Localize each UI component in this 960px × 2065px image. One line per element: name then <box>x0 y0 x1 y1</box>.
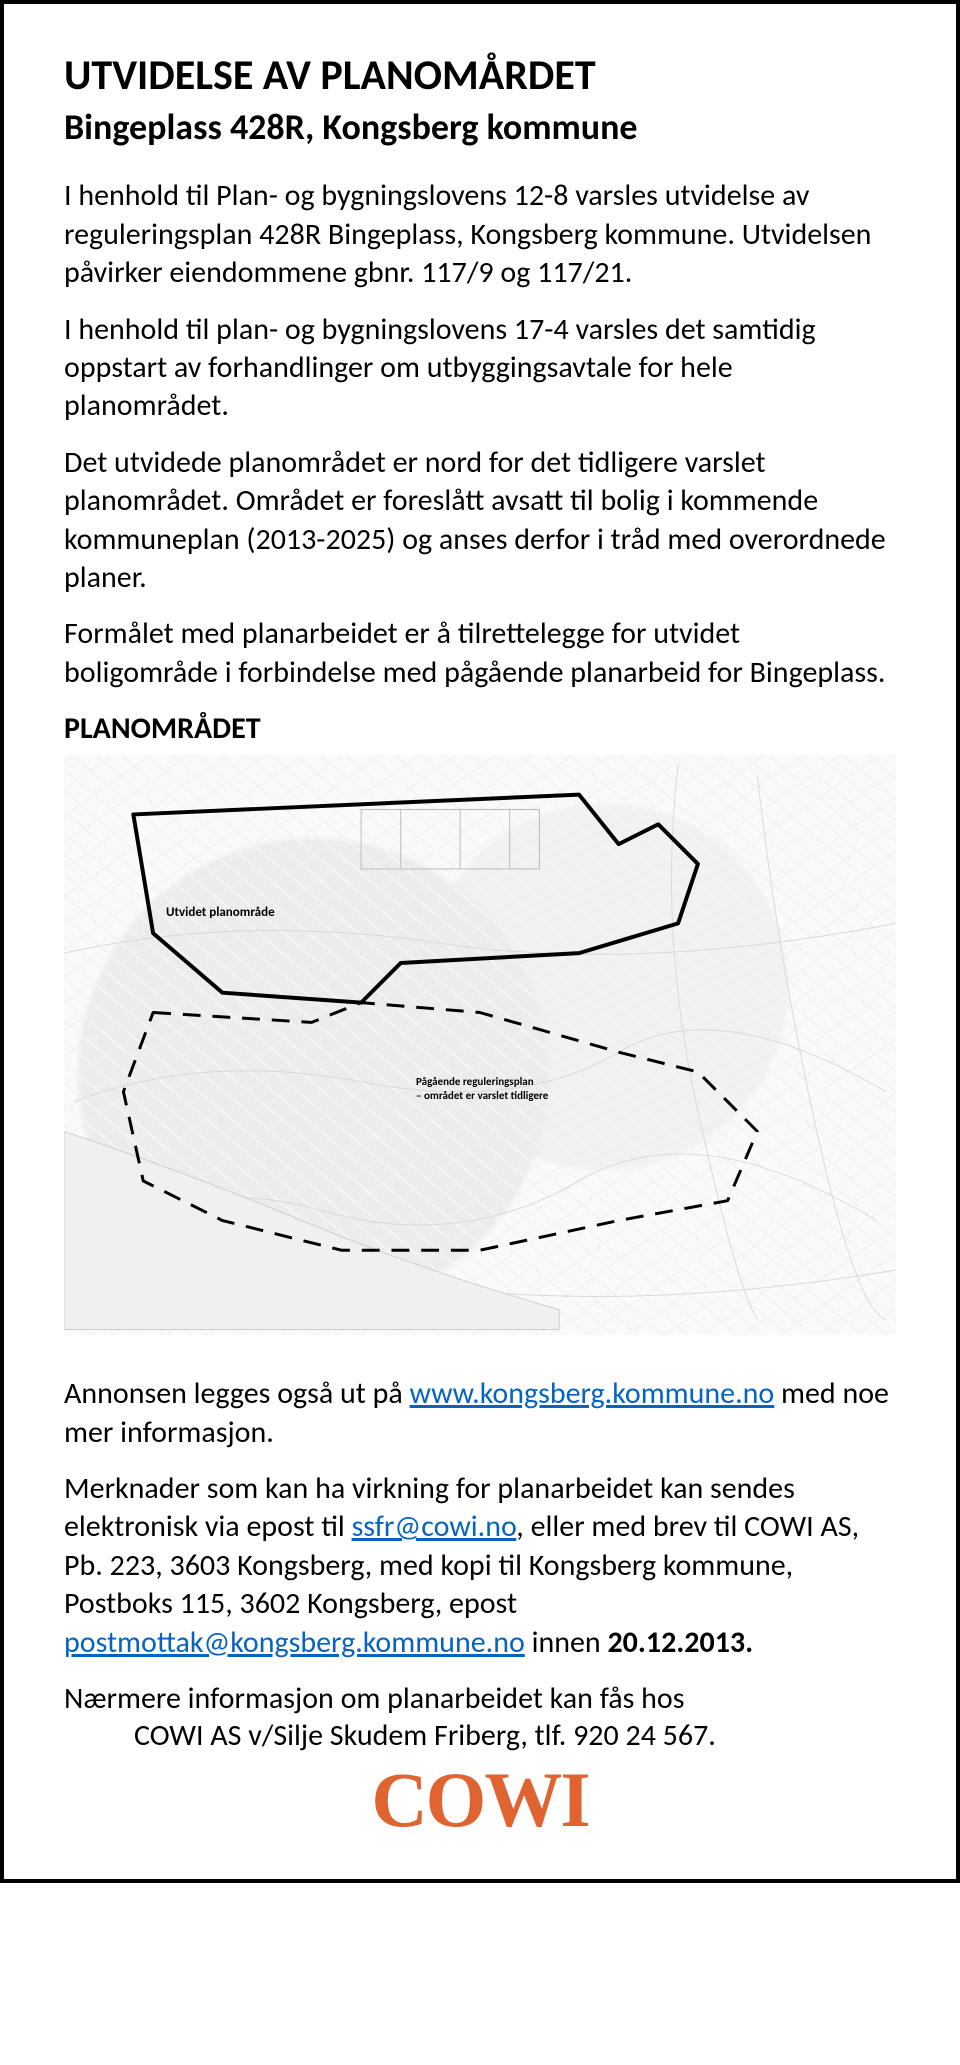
body-text: I henhold til Plan- og bygningslovens 12… <box>64 177 896 692</box>
annonse-paragraph: Annonsen legges også ut på www.kongsberg… <box>64 1375 896 1452</box>
contact-line: COWI AS v/Silje Skudem Friberg, tlf. 920… <box>64 1717 896 1755</box>
page-subtitle: Bingeplass 428R, Kongsberg kommune <box>64 106 896 149</box>
merknader-paragraph: Merknader som kan ha virkning for planar… <box>64 1470 896 1662</box>
paragraph-1: I henhold til Plan- og bygningslovens 12… <box>64 177 896 292</box>
naermere-line: Nærmere informasjon om planarbeidet kan … <box>64 1680 896 1718</box>
map-image: Utvidet planområde Pågående reguleringsp… <box>64 755 896 1335</box>
merknader-innen: innen <box>525 1624 608 1661</box>
paragraph-3: Det utvidede planområdet er nord for det… <box>64 444 896 598</box>
map-label-ongoing-1: Pågående reguleringsplan <box>414 1075 536 1088</box>
logo-wrap: COWI <box>64 1761 896 1839</box>
annonse-pre: Annonsen legges også ut på <box>64 1375 410 1412</box>
footer-text: Annonsen legges også ut på www.kongsberg… <box>64 1375 896 1755</box>
paragraph-2: I henhold til plan- og bygningslovens 17… <box>64 311 896 426</box>
page-title: UTVIDELSE AV PLANOMÅRDET <box>64 52 896 100</box>
document-page: UTVIDELSE AV PLANOMÅRDET Bingeplass 428R… <box>0 0 960 1883</box>
contact-block: Nærmere informasjon om planarbeidet kan … <box>64 1680 896 1755</box>
map-label-ongoing-2: – området er varslet tidligere <box>414 1089 550 1102</box>
paragraph-4: Formålet med planarbeidet er å tilrettel… <box>64 615 896 692</box>
map-svg <box>64 755 896 1329</box>
planomradet-label: PLANOMRÅDET <box>64 710 896 747</box>
map-label-extended: Utvidet planområde <box>164 905 277 920</box>
merknader-date: 20.12.2013. <box>607 1624 753 1661</box>
cowi-logo: COWI <box>371 1756 588 1843</box>
email-link-postmottak[interactable]: postmottak@kongsberg.kommune.no <box>64 1624 525 1661</box>
email-link-ssfr[interactable]: ssfr@cowi.no <box>352 1508 517 1545</box>
kongsberg-link[interactable]: www.kongsberg.kommune.no <box>410 1375 775 1412</box>
